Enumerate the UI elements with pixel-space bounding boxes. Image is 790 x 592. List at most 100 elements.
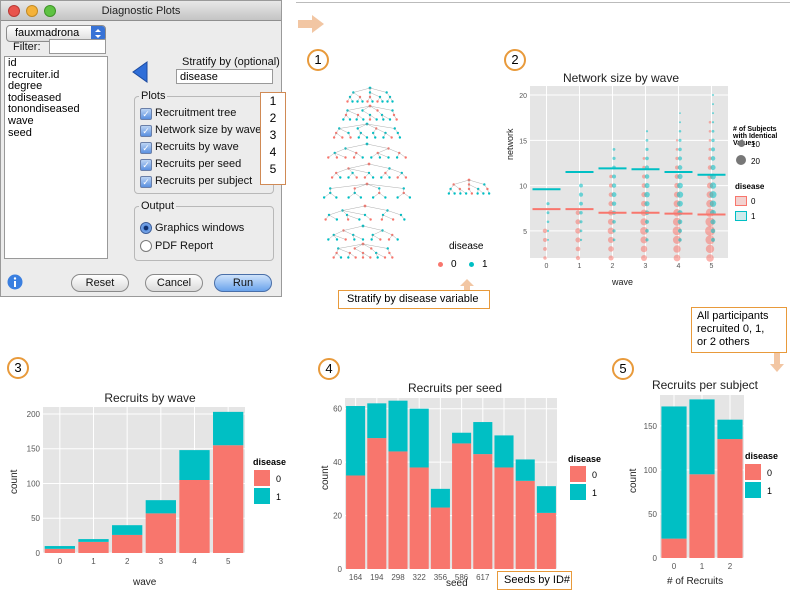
tree-edge [354, 183, 368, 189]
close-window-icon[interactable] [8, 5, 20, 17]
tree-legend-1-label: 1 [482, 259, 488, 270]
bar-disease-1 [515, 459, 535, 481]
point-disease-0 [705, 225, 715, 236]
tree-node [476, 192, 479, 195]
tree-node [327, 238, 330, 241]
tree-edge [371, 152, 378, 158]
tree-node [396, 238, 399, 241]
dataset-select[interactable]: fauxmadrona [6, 25, 106, 42]
plot-checkbox-4[interactable]: ✓ [140, 159, 152, 171]
point-disease-1 [645, 238, 649, 242]
tree-node [361, 238, 365, 241]
tree-node [384, 196, 387, 199]
tree-edge [387, 210, 402, 216]
y-tick-label: 50 [31, 514, 40, 523]
tree-node [344, 156, 347, 159]
plot-checkbox-1[interactable]: ✓ [140, 108, 152, 120]
tree-node [395, 118, 398, 121]
size-legend-10-dot [738, 140, 745, 147]
tree-edge [366, 143, 389, 149]
tree-edge [357, 123, 368, 129]
point-disease-1 [645, 156, 649, 161]
tree-edge [376, 252, 386, 258]
tree-edge [373, 192, 380, 198]
tree-node [347, 256, 350, 259]
point-disease-0 [708, 120, 712, 124]
bar-disease-1 [689, 399, 715, 475]
plots-group-title: Plots [139, 90, 168, 102]
tree-node [382, 136, 385, 139]
zoom-window-icon[interactable] [44, 5, 56, 17]
info-icon[interactable] [7, 274, 23, 295]
point-disease-1 [710, 219, 716, 225]
tree-edge [333, 230, 344, 236]
plot-number-box: 1 2 3 4 5 [260, 92, 286, 185]
variable-list-item[interactable]: todiseased [8, 91, 62, 104]
plot-checkbox-2[interactable]: ✓ [140, 125, 152, 137]
reset-button[interactable]: Reset [71, 274, 129, 292]
bar-disease-0 [44, 548, 75, 553]
tree-node [362, 118, 365, 121]
tree-edge [348, 168, 370, 174]
bar-disease-0 [367, 438, 387, 569]
point-disease-0 [607, 236, 615, 243]
point-disease-1 [677, 156, 683, 161]
tree-edge [468, 184, 479, 190]
tree-edge [389, 168, 402, 174]
point-disease-0 [640, 236, 648, 244]
wave-legend-title: disease [253, 457, 287, 467]
x-tick-label: 1 [91, 557, 96, 566]
point-disease-0 [575, 228, 581, 234]
point-disease-1 [679, 121, 681, 124]
window-titlebar: Diagnostic Plots [1, 1, 281, 21]
tree-node [378, 156, 382, 159]
cancel-button[interactable]: Cancel [145, 274, 203, 292]
variable-list-item[interactable]: seed [8, 126, 32, 139]
recruits-per-subject-plot: 0 50 100 150 0 1 2 [644, 395, 744, 571]
plot-checkbox-5[interactable]: ✓ [140, 176, 152, 188]
tree-node [368, 118, 372, 121]
x-tick-label: 0 [545, 263, 549, 270]
tree-node [346, 100, 349, 103]
variable-list-item[interactable]: tonondiseased [8, 103, 80, 116]
point-disease-0 [673, 245, 681, 253]
plot-number-5: 5 [269, 162, 277, 176]
pdf-report-radio[interactable] [140, 240, 152, 252]
variable-list-item[interactable]: recruiter.id [8, 68, 60, 81]
tree-edge [333, 234, 346, 240]
filter-input[interactable] [49, 39, 106, 54]
point-disease-1 [611, 174, 617, 179]
plot-checkbox-label-2: Network size by wave [155, 124, 262, 136]
tree-edge [376, 128, 386, 134]
point-disease-0 [708, 129, 712, 133]
tree-edge [369, 114, 377, 120]
tree-node [327, 156, 330, 159]
point-disease-1 [677, 219, 683, 225]
point-disease-1 [676, 191, 684, 198]
variable-list-item[interactable]: degree [8, 80, 43, 93]
plot-4-marker: 4 [318, 358, 340, 380]
run-button[interactable]: Run [214, 274, 272, 292]
plot-checkbox-3[interactable]: ✓ [140, 142, 152, 154]
point-disease-0 [672, 235, 682, 244]
tree-node [390, 136, 393, 139]
tree-edge [362, 105, 371, 111]
variable-list-item[interactable]: id [8, 57, 17, 69]
tree-legend-0-dot [438, 262, 443, 267]
variable-list[interactable]: id recruiter.id degree todiseased tonondisea… [4, 56, 108, 259]
wave-legend-0-label: 0 [276, 474, 282, 484]
tree-node [347, 176, 350, 179]
stratify-input[interactable]: disease [176, 69, 273, 84]
tree-edge [362, 110, 371, 116]
move-variable-arrow-icon[interactable] [131, 60, 149, 89]
tree-edge [347, 110, 359, 116]
bar-disease-1 [44, 546, 75, 549]
variable-list-item[interactable]: wave [8, 114, 34, 127]
bar-disease-1 [367, 403, 387, 439]
bar-disease-0 [473, 454, 493, 569]
minimize-window-icon[interactable] [26, 5, 38, 17]
y-tick-label: 40 [333, 458, 342, 467]
graphics-windows-radio[interactable] [140, 222, 152, 234]
plot-checkbox-label-4: Recruits per seed [155, 158, 242, 170]
bar-disease-0 [112, 534, 143, 553]
